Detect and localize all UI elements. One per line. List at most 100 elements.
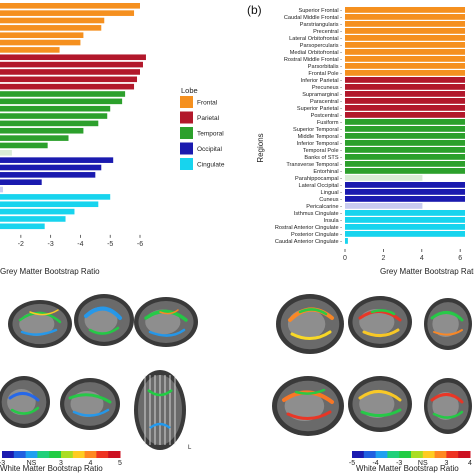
brain-white-matter	[84, 307, 118, 333]
bar-frontal	[345, 63, 465, 69]
colorbar-segment	[25, 451, 38, 458]
colorbar-tick-label: 4	[89, 460, 93, 467]
bar-frontal	[0, 3, 140, 9]
overlay-streak	[294, 388, 326, 395]
overlay-streak	[362, 328, 400, 337]
region-label: Inferior Parietal -	[301, 78, 342, 84]
region-label: Pericalcarine -	[306, 204, 342, 210]
region-label: Precentral -	[313, 29, 342, 35]
region-label: Rostral Anterior Cingulate -	[275, 225, 342, 231]
panel-b-bar-chart: Superior Frontal -Caudal Middle Frontal …	[275, 7, 465, 245]
x-tick-label: -5	[107, 241, 113, 248]
bar-cingulate	[345, 231, 465, 237]
bar-cingulate	[345, 217, 465, 223]
region-label: Middle Temporal -	[298, 134, 342, 140]
brain-slice-2	[74, 294, 134, 346]
colorbar-tick-label: NS	[27, 460, 37, 467]
bar-non-significant-blue	[345, 203, 423, 209]
overlay-streak	[286, 410, 332, 420]
colorbar-segment	[108, 451, 121, 458]
bar-frontal	[345, 35, 465, 41]
colorbar-segment	[61, 451, 74, 458]
brain-slice-r4	[272, 376, 344, 436]
colorbar-tick-label: -3	[396, 460, 402, 467]
overlay-streak	[18, 311, 62, 324]
colorbar-tick-label: -4	[372, 460, 378, 467]
x-tick-label: -2	[18, 241, 24, 248]
panel-a-bar-chart	[0, 3, 146, 230]
brain-white-matter	[19, 312, 55, 336]
bar-frontal	[345, 28, 465, 34]
brain-slice-5	[60, 378, 120, 430]
brain-slices	[0, 294, 472, 450]
bar-frontal	[345, 42, 465, 48]
bar-non-significant	[345, 175, 423, 181]
region-label: Frontal Pole -	[308, 71, 342, 77]
colorbar-segment	[422, 451, 436, 458]
legend-label: Cingulate	[197, 162, 225, 169]
region-label: Parahippocampal -	[295, 176, 342, 182]
bar-occipital	[345, 196, 465, 202]
region-label: Parsorbitalis -	[308, 64, 342, 70]
brain-white-matter	[70, 391, 104, 417]
colorbar-tick-label: 5	[118, 460, 122, 467]
panel-b-y-axis-title: Regions	[256, 133, 265, 162]
colorbar-segment	[49, 451, 62, 458]
legend-label: Occipital	[197, 146, 222, 153]
colorbar-segment	[2, 451, 15, 458]
bar-cingulate	[0, 208, 75, 215]
bar-occipital	[0, 179, 42, 185]
brain-slice-r1	[276, 294, 344, 354]
region-label: Inferior Temporal -	[297, 141, 342, 147]
bar-frontal	[345, 49, 465, 55]
overlay-streak	[433, 329, 463, 336]
overlay-streak	[432, 410, 464, 419]
bar-occipital	[345, 189, 465, 195]
region-label: Postcentral -	[311, 113, 343, 119]
bar-temporal	[0, 127, 84, 134]
panel-b-x-axis: 0 2 4 6	[343, 249, 462, 262]
colorbar-segment	[84, 451, 97, 458]
colorbar-tick-label: -3	[0, 460, 5, 467]
region-label: Paracentral -	[310, 99, 342, 105]
legend-swatch	[180, 111, 193, 124]
overlay-streak	[159, 309, 179, 315]
brain-white-matter	[432, 311, 459, 337]
colorbar-tick-label: -5	[349, 460, 355, 467]
brain-axial-slice	[134, 370, 186, 450]
bar-occipital	[345, 182, 465, 188]
bar-temporal	[0, 98, 123, 105]
region-label: Lateral Orbitofrontal -	[289, 36, 342, 42]
brain-slice-r5	[348, 376, 412, 432]
legend-label: Frontal	[197, 100, 218, 107]
colorbar-segment	[399, 451, 412, 458]
brain-white-matter	[359, 390, 395, 418]
panel-b-label: (b)	[247, 3, 262, 17]
bar-frontal	[345, 70, 465, 76]
bar-cingulate	[345, 210, 465, 216]
bar-frontal	[0, 32, 84, 38]
overlay-streak	[149, 422, 171, 430]
bar-frontal	[0, 25, 102, 31]
bar-parietal	[0, 54, 146, 61]
x-tick-label: 2	[381, 255, 385, 262]
bar-parietal	[345, 84, 465, 90]
colorbar-segment	[363, 451, 377, 458]
colorbar-segment	[446, 451, 459, 458]
x-tick-label: -3	[48, 241, 54, 248]
bar-temporal	[0, 135, 69, 141]
bar-temporal	[0, 105, 111, 112]
bar-cingulate	[0, 201, 99, 208]
right-colorbar: -5 -4 -3 NS 3 4	[349, 451, 472, 467]
bar-occipital	[0, 164, 102, 171]
brain-white-matter	[287, 309, 326, 339]
bar-frontal	[345, 21, 465, 27]
region-label: Posterior Cingulate -	[291, 232, 342, 238]
overlay-streak	[290, 330, 332, 340]
bar-temporal	[345, 133, 465, 139]
bar-frontal	[0, 47, 60, 53]
overlay-streak	[88, 326, 120, 335]
legend-swatch	[180, 142, 193, 155]
colorbar-segment	[387, 451, 400, 458]
